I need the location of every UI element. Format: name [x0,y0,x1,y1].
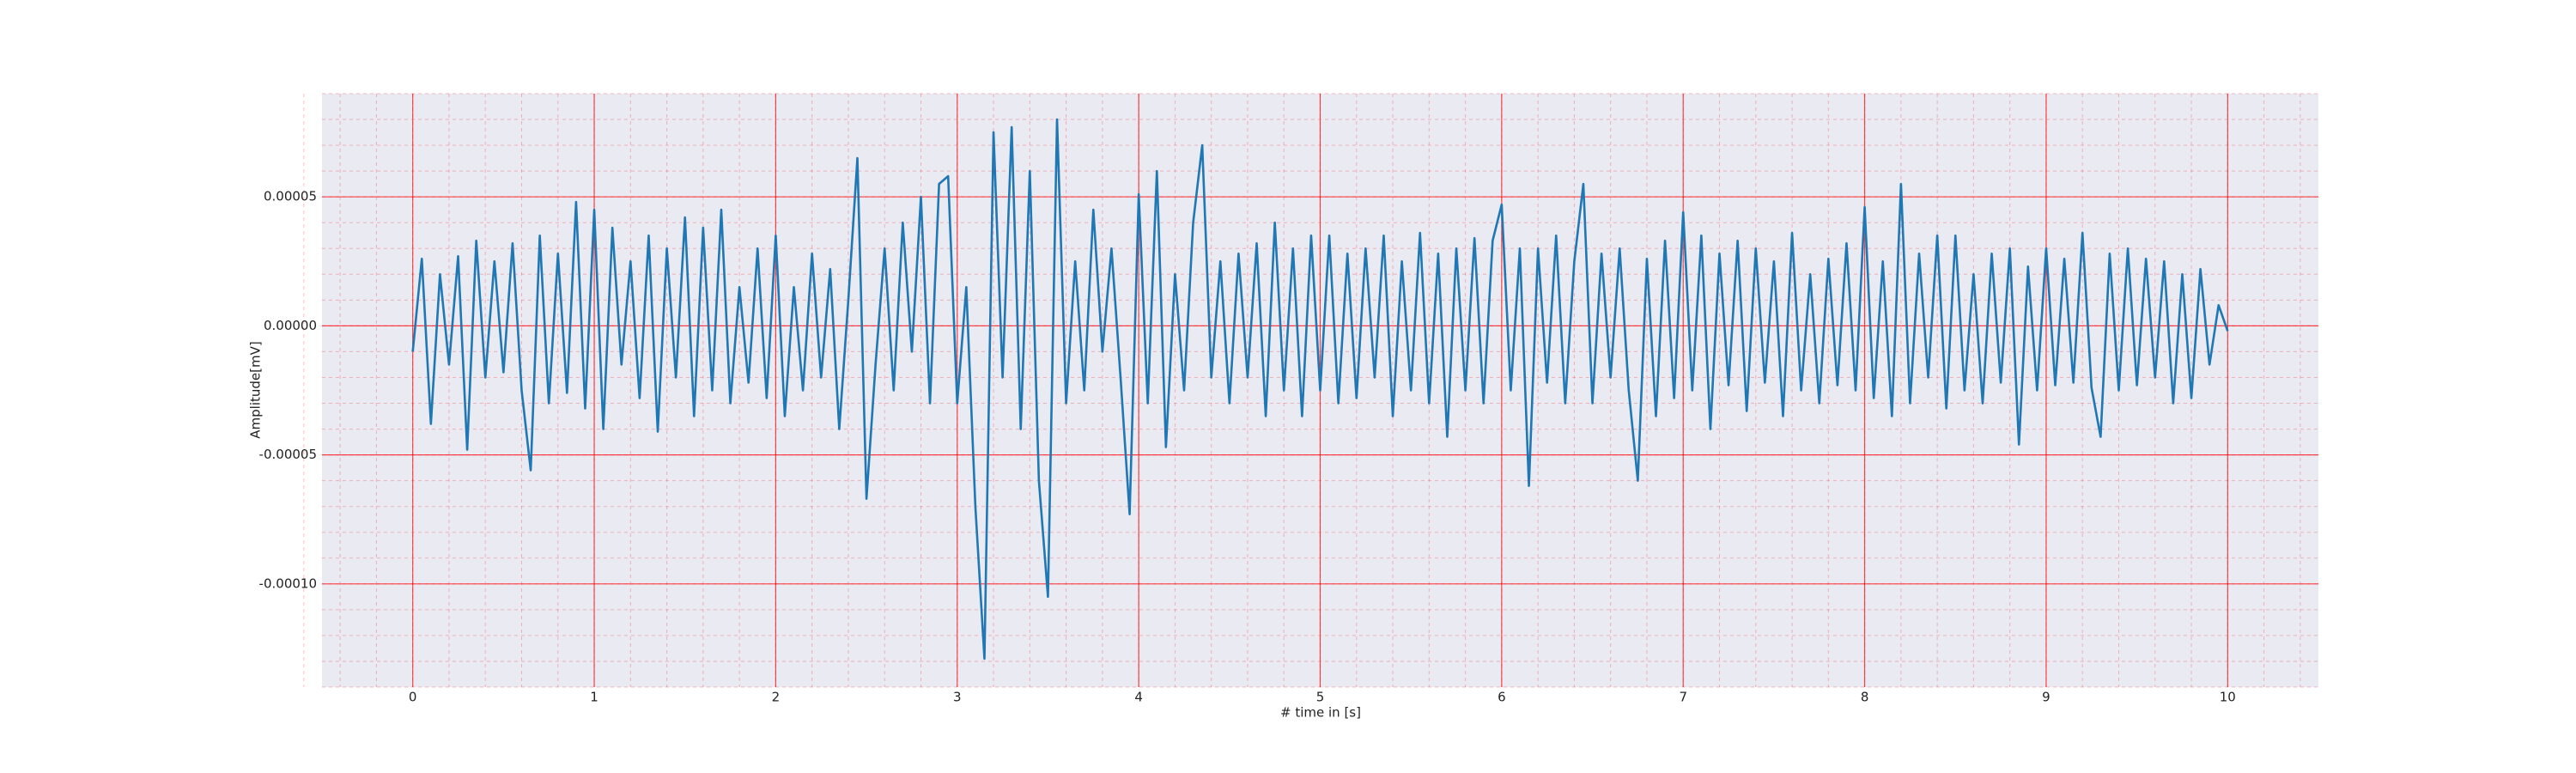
y-tick-label: -0.00005 [259,447,317,462]
y-tick-label: -0.00010 [259,575,317,591]
x-tick-label: 0 [409,690,417,705]
x-tick-label: 9 [2042,690,2050,705]
y-axis-label: Amplitude[mV] [248,341,264,438]
x-axis-label: # time in [s] [1280,705,1361,721]
x-tick-label: 4 [1134,690,1143,705]
x-tick-label: 3 [953,690,962,705]
x-tick-label: 1 [590,690,598,705]
x-tick-label: 6 [1498,690,1506,705]
x-tick-label: 10 [2220,690,2236,705]
x-tick-label: 7 [1679,690,1687,705]
x-tick-label: 2 [772,690,781,705]
signal-line [411,118,2229,660]
y-tick-label: 0.00005 [264,189,317,204]
x-tick-label: 8 [1861,690,1869,705]
x-tick-label: 5 [1316,690,1325,705]
y-tick-label: 0.00000 [264,318,317,333]
